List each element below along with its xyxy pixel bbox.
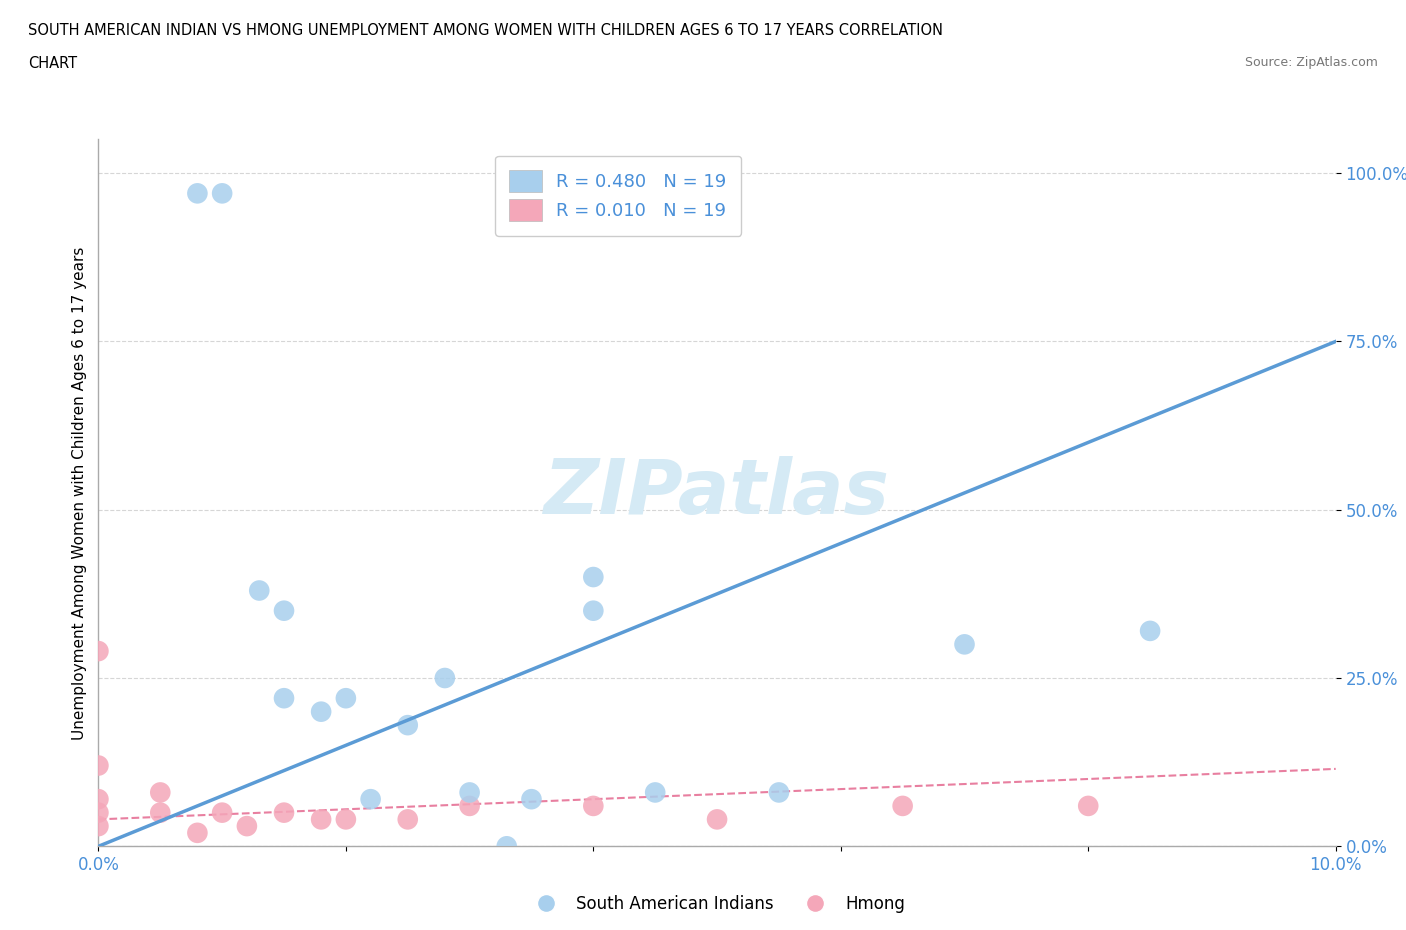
Text: ZIPatlas: ZIPatlas — [544, 456, 890, 530]
Point — [273, 604, 295, 618]
Point — [644, 785, 666, 800]
Point — [186, 826, 208, 841]
Point — [309, 704, 332, 719]
Point — [87, 791, 110, 806]
Point — [273, 805, 295, 820]
Point — [582, 569, 605, 584]
Point — [309, 812, 332, 827]
Point — [236, 818, 259, 833]
Point — [211, 186, 233, 201]
Text: Source: ZipAtlas.com: Source: ZipAtlas.com — [1244, 56, 1378, 69]
Point — [186, 186, 208, 201]
Point — [1139, 623, 1161, 638]
Point — [768, 785, 790, 800]
Point — [520, 791, 543, 806]
Y-axis label: Unemployment Among Women with Children Ages 6 to 17 years: Unemployment Among Women with Children A… — [72, 246, 87, 739]
Point — [396, 718, 419, 733]
Point — [211, 805, 233, 820]
Point — [335, 691, 357, 706]
Point — [458, 785, 481, 800]
Point — [433, 671, 456, 685]
Point — [87, 818, 110, 833]
Point — [706, 812, 728, 827]
Point — [149, 785, 172, 800]
Text: SOUTH AMERICAN INDIAN VS HMONG UNEMPLOYMENT AMONG WOMEN WITH CHILDREN AGES 6 TO : SOUTH AMERICAN INDIAN VS HMONG UNEMPLOYM… — [28, 23, 943, 38]
Point — [396, 812, 419, 827]
Point — [891, 799, 914, 814]
Point — [360, 791, 382, 806]
Point — [273, 691, 295, 706]
Point — [495, 839, 517, 854]
Point — [149, 805, 172, 820]
Point — [87, 644, 110, 658]
Point — [582, 799, 605, 814]
Point — [247, 583, 270, 598]
Point — [87, 758, 110, 773]
Legend: South American Indians, Hmong: South American Indians, Hmong — [523, 888, 911, 919]
Point — [335, 812, 357, 827]
Point — [582, 604, 605, 618]
Text: CHART: CHART — [28, 56, 77, 71]
Point — [953, 637, 976, 652]
Point — [458, 799, 481, 814]
Point — [1077, 799, 1099, 814]
Point — [87, 805, 110, 820]
